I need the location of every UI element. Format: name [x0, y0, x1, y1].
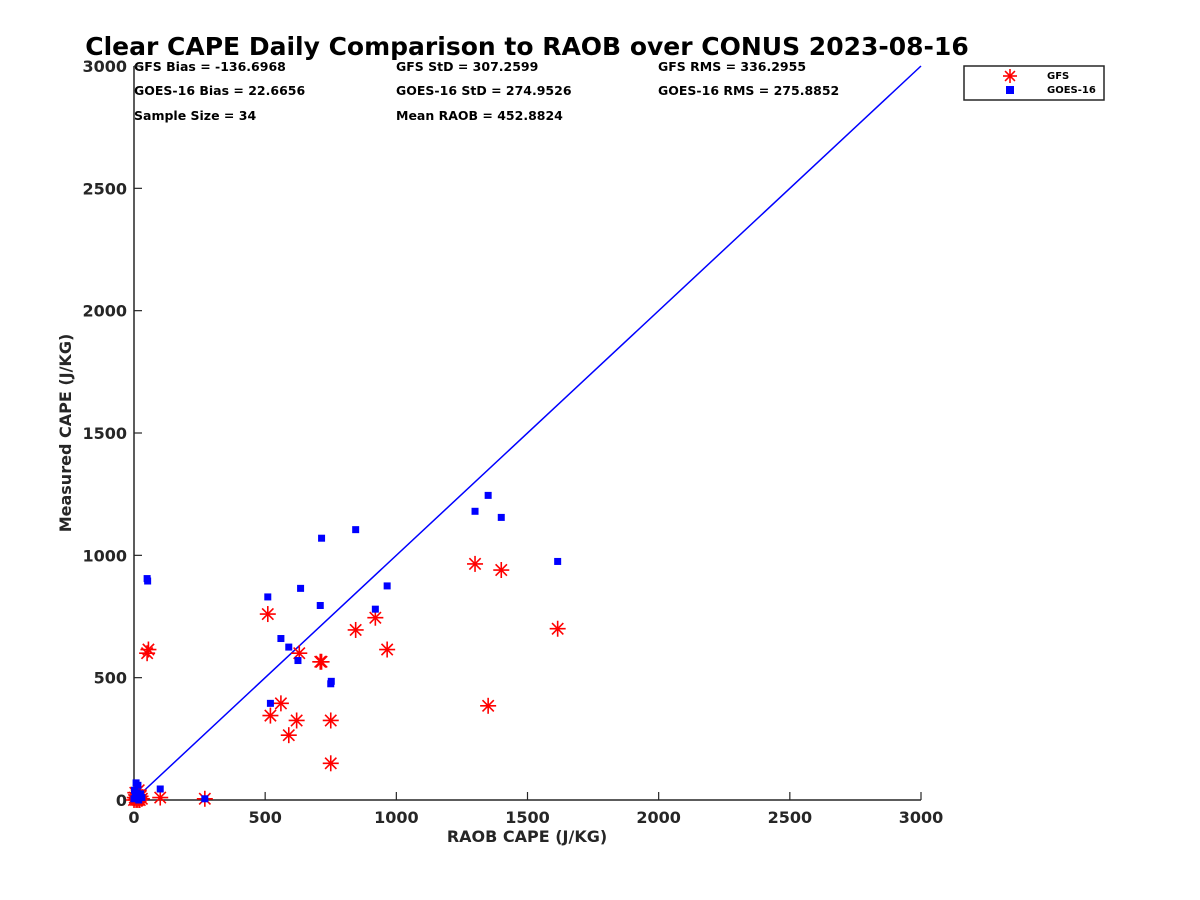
goes16-point: [266, 699, 274, 707]
gfs-point: [379, 641, 396, 658]
y-axis-label: Measured CAPE (J/KG): [56, 334, 75, 533]
gfs-point: [322, 712, 339, 729]
legend-gfs-label: GFS: [1047, 71, 1069, 82]
goes16-point: [352, 526, 360, 534]
goes16-point: [554, 557, 562, 565]
legend-goes16-marker-icon: [1006, 86, 1014, 94]
goes16-point: [277, 635, 285, 643]
x-tick-label: 1500: [505, 808, 550, 827]
y-ticks: 0 500 1000 1500 2000 2500 3000: [82, 57, 142, 810]
x-tick-label: 2000: [636, 808, 681, 827]
y-tick-label: 1000: [82, 546, 127, 565]
goes16-point: [318, 534, 326, 542]
goes16-point: [294, 657, 302, 665]
gfs-point: [467, 555, 484, 572]
y-tick-label: 2000: [82, 302, 127, 321]
goes16-point: [134, 781, 142, 789]
chart-title: Clear CAPE Daily Comparison to RAOB over…: [85, 32, 968, 61]
stat-gfs-bias: GFS Bias = -136.6968: [134, 59, 286, 74]
goes16-point: [201, 795, 209, 803]
goes16-point: [371, 605, 379, 613]
one-to-one-line: [133, 65, 922, 801]
goes16-point: [327, 677, 335, 685]
gfs-point: [272, 695, 289, 712]
gfs-point: [152, 789, 169, 806]
gfs-point: [280, 727, 297, 744]
x-tick-label: 2500: [768, 808, 813, 827]
goes16-point: [285, 643, 293, 651]
stat-goes-bias: GOES-16 Bias = 22.6656: [134, 83, 305, 98]
gfs-point: [549, 620, 566, 637]
gfs-point: [288, 712, 305, 729]
x-tick-label: 500: [248, 808, 281, 827]
gfs-point: [322, 755, 339, 772]
goes16-point: [264, 593, 272, 601]
goes16-point: [484, 491, 492, 499]
x-tick-label: 1000: [374, 808, 419, 827]
goes16-point: [497, 513, 505, 521]
x-axis-label: RAOB CAPE (J/KG): [447, 827, 607, 846]
stat-goes-std: GOES-16 StD = 274.9526: [396, 83, 572, 98]
legend-goes16-label: GOES-16: [1047, 85, 1096, 96]
stat-gfs-rms: GFS RMS = 336.2955: [658, 59, 806, 74]
goes16-point: [137, 790, 145, 798]
goes16-point: [297, 584, 305, 592]
one-to-one-reference-line: [133, 65, 922, 801]
stat-mean-raob: Mean RAOB = 452.8824: [396, 108, 563, 123]
stat-gfs-std: GFS StD = 307.2599: [396, 59, 538, 74]
y-tick-label: 3000: [82, 57, 127, 76]
stats-block: GFS Bias = -136.6968 GFS StD = 307.2599 …: [134, 59, 839, 123]
x-ticks: 0 500 1000 1500 2000 2500 3000: [128, 792, 943, 827]
legend: GFS GOES-16: [963, 65, 1105, 101]
y-tick-label: 1500: [82, 424, 127, 443]
x-tick-label: 3000: [899, 808, 944, 827]
goes16-point: [144, 577, 152, 585]
y-tick-label: 0: [116, 791, 127, 810]
goes16-point: [471, 507, 479, 515]
legend-box: [963, 65, 1105, 101]
legend-gfs-marker-icon: [1003, 69, 1017, 83]
gfs-point: [259, 606, 276, 623]
goes16-point: [156, 785, 164, 793]
gfs-point: [367, 609, 384, 626]
series-goes16: [130, 491, 562, 804]
gfs-point: [347, 621, 364, 638]
goes16-point: [316, 601, 324, 609]
gfs-point: [140, 641, 157, 658]
y-tick-label: 2500: [82, 179, 127, 198]
gfs-point: [313, 653, 330, 670]
series-gfs: [126, 555, 566, 808]
goes16-point: [383, 582, 391, 590]
goes16-point: [138, 794, 146, 802]
gfs-point: [493, 562, 510, 579]
y-tick-label: 500: [94, 669, 127, 688]
stat-goes-rms: GOES-16 RMS = 275.8852: [658, 83, 839, 98]
x-tick-label: 0: [128, 808, 139, 827]
stat-sample-size: Sample Size = 34: [134, 108, 256, 123]
legend-gfs-asterisk-icon: [1003, 69, 1017, 83]
gfs-point: [262, 707, 279, 724]
gfs-point: [480, 697, 497, 714]
